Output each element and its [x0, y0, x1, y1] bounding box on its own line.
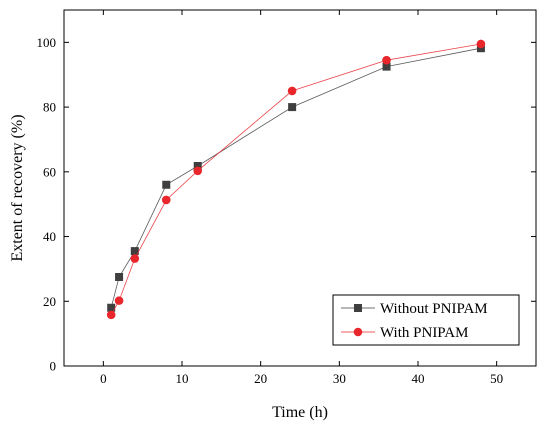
x-axis-title: Time (h) [272, 404, 328, 421]
data-point [476, 39, 486, 49]
legend-marker [353, 327, 363, 337]
data-point [287, 86, 297, 96]
series-2 [106, 39, 486, 320]
y-axis: 0 20 40 60 80 100 [37, 35, 536, 374]
y-tick-label: 80 [43, 100, 56, 115]
y-axis-title: Extent of recovery (%) [9, 114, 26, 261]
data-point [106, 310, 116, 320]
plot-frame [63, 9, 537, 367]
series-line [110, 47, 481, 308]
data-point [114, 296, 124, 305]
data-point [162, 180, 171, 189]
x-tick-label: 30 [333, 371, 346, 386]
data-point [382, 55, 391, 65]
y-tick-label: 40 [43, 229, 56, 244]
y-tick-label: 0 [50, 359, 57, 374]
y-tick-label: 20 [43, 294, 56, 309]
legend-item-1: Without PNIPAM [341, 301, 488, 317]
x-tick-label: 0 [100, 371, 107, 386]
x-tick-label: 20 [254, 371, 267, 386]
data-point [115, 273, 124, 281]
series-1 [107, 44, 485, 312]
y-tick-label: 100 [37, 35, 57, 50]
legend-item-2: With PNIPAM [341, 325, 468, 341]
x-tick-label: 40 [412, 371, 425, 386]
legend-label: Without PNIPAM [380, 301, 488, 317]
data-point [382, 62, 391, 71]
data-point [130, 254, 140, 263]
data-point [161, 195, 171, 205]
data-point [107, 303, 116, 312]
data-point [193, 166, 203, 176]
series-line [110, 43, 481, 316]
legend-label: With PNIPAM [380, 325, 468, 341]
data-point [288, 103, 297, 112]
legend: Without PNIPAM With PNIPAM [332, 294, 520, 346]
x-tick-label: 50 [490, 371, 503, 386]
data-point [130, 247, 139, 256]
series-layer [106, 39, 486, 320]
y-tick-label: 60 [43, 164, 56, 179]
legend-marker [354, 304, 362, 312]
x-axis: 0 10 20 30 40 50 [100, 10, 503, 386]
data-point [193, 161, 202, 170]
x-tick-label: 10 [176, 371, 189, 386]
legend-box [332, 294, 520, 346]
